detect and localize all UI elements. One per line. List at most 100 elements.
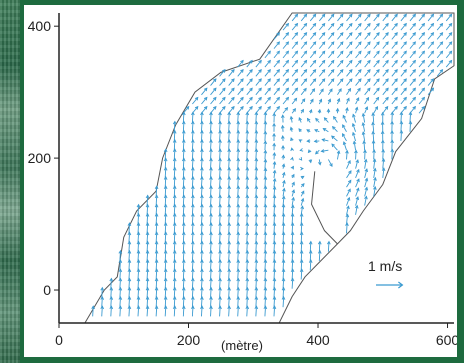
velocity-arrow: [263, 203, 268, 215]
velocity-arrow: [346, 78, 353, 86]
velocity-arrow: [290, 204, 295, 215]
velocity-arrow: [337, 13, 344, 22]
velocity-arrow: [200, 240, 204, 252]
velocity-arrow: [245, 139, 250, 151]
velocity-arrow: [300, 22, 308, 31]
velocity-arrow: [245, 259, 250, 271]
velocity-arrow: [219, 78, 226, 86]
velocity-arrow: [181, 212, 186, 225]
velocity-arrow: [391, 78, 398, 86]
velocity-arrow: [246, 105, 253, 114]
velocity-arrow: [281, 154, 286, 160]
velocity-arrow: [136, 259, 141, 271]
velocity-arrow: [200, 249, 204, 262]
velocity-arrow: [264, 78, 271, 86]
velocity-arrow: [163, 277, 168, 289]
velocity-arrow: [263, 222, 268, 234]
velocity-arrow: [299, 148, 304, 152]
velocity-arrow: [281, 195, 286, 206]
x-tick-label: 400: [306, 332, 330, 348]
velocity-arrow: [145, 212, 150, 225]
velocity-arrow: [127, 240, 132, 252]
velocity-arrow: [299, 249, 304, 262]
velocity-arrow: [254, 148, 259, 160]
velocity-arrow: [300, 32, 308, 40]
velocity-arrow: [246, 78, 253, 86]
velocity-arrow: [391, 13, 398, 22]
velocity-arrow: [273, 50, 280, 59]
velocity-arrow: [263, 140, 268, 151]
velocity-arrow: [300, 108, 304, 114]
velocity-arrow: [136, 249, 141, 262]
velocity-arrow: [328, 41, 335, 49]
velocity-arrow: [399, 129, 404, 141]
velocity-arrow: [313, 139, 320, 144]
velocity-arrow: [309, 98, 314, 105]
velocity-arrow: [200, 185, 204, 197]
velocity-arrow: [427, 68, 435, 77]
velocity-arrow: [263, 212, 268, 225]
velocity-arrow: [290, 277, 295, 289]
velocity-arrow: [209, 129, 213, 141]
velocity-arrow: [191, 286, 195, 298]
velocity-arrow: [400, 41, 407, 49]
velocity-arrow: [245, 157, 250, 169]
velocity-arrow: [254, 268, 259, 280]
velocity-arrow: [355, 87, 361, 96]
velocity-arrow: [272, 249, 277, 262]
velocity-arrow: [300, 87, 307, 96]
velocity-arrow: [373, 41, 380, 49]
velocity-arrow: [236, 148, 241, 160]
velocity-arrow: [328, 50, 335, 59]
velocity-arrow: [300, 183, 305, 188]
velocity-arrow: [445, 32, 453, 40]
velocity-arrow: [445, 13, 453, 22]
velocity-arrow: [372, 149, 376, 160]
velocity-arrow: [254, 185, 259, 197]
velocity-arrow: [427, 87, 435, 96]
velocity-arrow: [172, 148, 177, 160]
velocity-arrow: [272, 194, 277, 206]
velocity-arrow: [109, 296, 114, 308]
velocity-arrow: [245, 240, 250, 252]
velocity-arrow: [327, 159, 333, 168]
velocity-arrow: [163, 249, 168, 262]
velocity-arrow: [364, 32, 371, 40]
velocity-arrow: [209, 120, 213, 132]
velocity-arrow: [291, 32, 299, 40]
velocity-arrow: [200, 212, 204, 225]
velocity-arrow: [291, 68, 299, 77]
velocity-arrow: [272, 132, 276, 141]
velocity-arrow: [290, 268, 295, 280]
velocity-arrow: [418, 68, 426, 77]
velocity-arrow: [218, 240, 222, 252]
velocity-arrow: [337, 78, 344, 86]
velocity-arrow: [254, 277, 259, 289]
velocity-arrow: [364, 96, 370, 105]
velocity-arrow: [200, 286, 204, 298]
velocity-arrow: [418, 41, 426, 49]
velocity-arrow: [218, 268, 222, 280]
velocity-arrow: [182, 105, 190, 114]
velocity-arrow: [236, 194, 241, 206]
velocity-arrow: [337, 41, 344, 49]
velocity-arrow: [255, 68, 262, 77]
velocity-arrow: [346, 50, 353, 59]
velocity-arrow: [263, 175, 268, 188]
velocity-arrow: [181, 203, 186, 215]
velocity-arrow: [364, 78, 371, 86]
velocity-arrow: [328, 22, 335, 31]
velocity-arrow: [308, 259, 313, 271]
velocity-arrow: [127, 268, 132, 280]
velocity-arrow: [436, 13, 444, 22]
velocity-arrow: [436, 68, 444, 77]
velocity-arrow: [227, 203, 231, 215]
velocity-arrow: [445, 59, 453, 68]
velocity-arrow: [191, 157, 195, 169]
velocity-arrow: [191, 175, 195, 188]
velocity-arrow: [272, 268, 277, 280]
velocity-arrow: [181, 157, 186, 169]
velocity-arrow: [172, 185, 177, 197]
velocity-arrow: [254, 157, 259, 169]
velocity-arrow: [109, 277, 114, 289]
